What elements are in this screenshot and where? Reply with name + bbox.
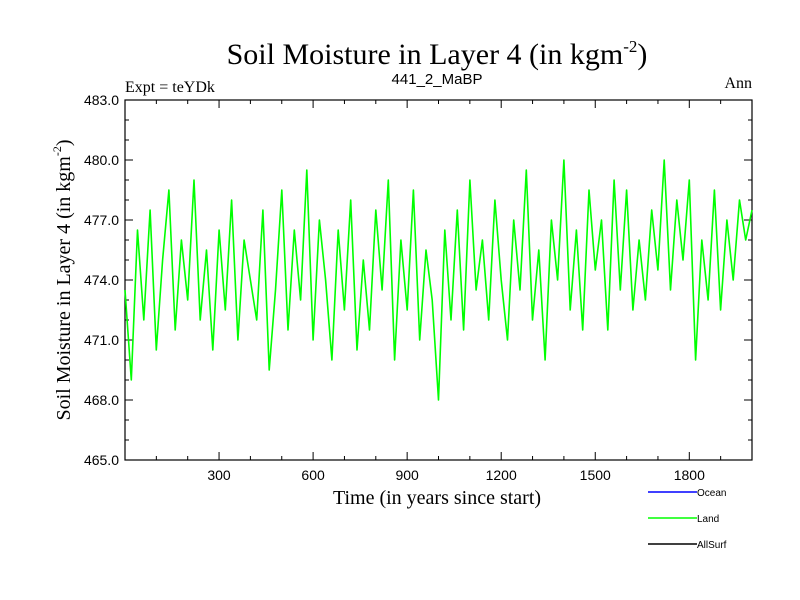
subtitle-left: Expt = teYDk xyxy=(125,79,215,96)
legend: Ocean Land AllSurf xyxy=(648,488,727,551)
plot-frame xyxy=(124,99,753,461)
x-tick-label: 1800 xyxy=(674,467,705,483)
y-tick-label: 477.0 xyxy=(84,212,119,228)
series-line-land xyxy=(124,159,753,401)
legend-label-land: Land xyxy=(697,514,719,525)
y-tick-label: 483.0 xyxy=(84,92,119,108)
x-tick-label: 900 xyxy=(395,467,419,483)
subtitle-center: 441_2_MaBP xyxy=(392,71,483,88)
y-axis-label-main: Soil Moisture in Layer 4 (in kgm xyxy=(53,156,75,421)
subtitle-right: Ann xyxy=(724,75,752,92)
legend-label-allsurf: AllSurf xyxy=(697,540,727,551)
y-tick-label: 471.0 xyxy=(84,332,119,348)
chart-title-close: ) xyxy=(637,38,647,71)
legend-label-ocean: Ocean xyxy=(697,488,726,499)
x-tick-label: 1500 xyxy=(580,467,611,483)
chart-title-sup: -2 xyxy=(623,37,637,56)
x-tick-label: 1200 xyxy=(486,467,517,483)
x-axis-label: Time (in years since start) xyxy=(333,487,541,509)
y-axis-label-sup: -2 xyxy=(50,146,64,156)
x-tick-label: 600 xyxy=(301,467,325,483)
y-tick-label: 474.0 xyxy=(84,272,119,288)
y-axis-label-close: ) xyxy=(53,139,75,146)
x-tick-label: 300 xyxy=(207,467,231,483)
y-tick-label: 465.0 xyxy=(84,452,119,468)
y-tick-label: 468.0 xyxy=(84,392,119,408)
y-tick-label: 480.0 xyxy=(84,152,119,168)
series-group xyxy=(124,159,753,401)
chart-title: Soil Moisture in Layer 4 (in kgm-2) xyxy=(227,37,648,71)
y-axis: 465.0 468.0 471.0 474.0 477.0 480.0 483.0 xyxy=(84,92,752,468)
x-axis: 300 600 900 1200 1500 1800 xyxy=(155,100,722,483)
y-axis-label: Soil Moisture in Layer 4 (in kgm-2) xyxy=(50,139,75,420)
chart-title-main: Soil Moisture in Layer 4 (in kgm xyxy=(227,38,624,71)
